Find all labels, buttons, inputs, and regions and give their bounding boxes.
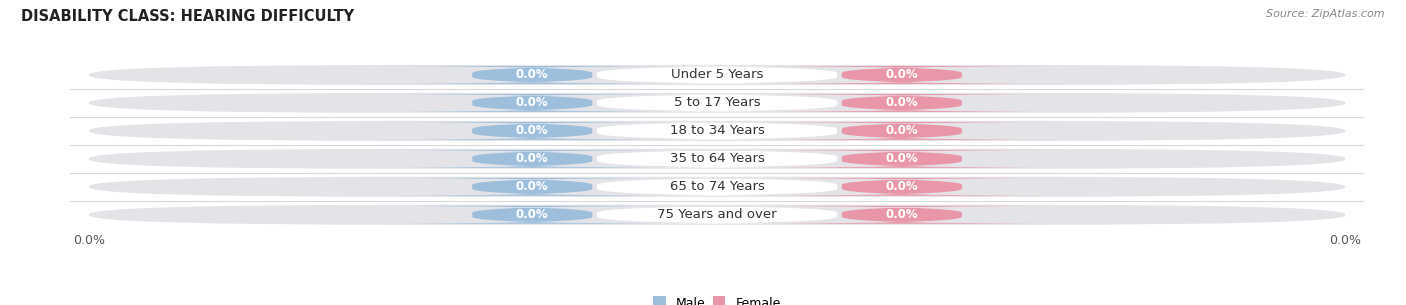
- FancyBboxPatch shape: [89, 205, 1346, 225]
- FancyBboxPatch shape: [731, 206, 1073, 224]
- Text: 0.0%: 0.0%: [516, 208, 548, 221]
- Text: 0.0%: 0.0%: [886, 152, 918, 165]
- FancyBboxPatch shape: [89, 65, 1346, 85]
- FancyBboxPatch shape: [89, 177, 1346, 197]
- FancyBboxPatch shape: [731, 150, 1073, 168]
- Text: 35 to 64 Years: 35 to 64 Years: [669, 152, 765, 165]
- Text: Under 5 Years: Under 5 Years: [671, 69, 763, 81]
- Text: 0.0%: 0.0%: [516, 180, 548, 193]
- Text: 0.0%: 0.0%: [516, 124, 548, 137]
- Text: 5 to 17 Years: 5 to 17 Years: [673, 96, 761, 109]
- FancyBboxPatch shape: [598, 94, 837, 112]
- Text: 0.0%: 0.0%: [886, 96, 918, 109]
- Legend: Male, Female: Male, Female: [648, 291, 786, 305]
- Text: 0.0%: 0.0%: [886, 180, 918, 193]
- FancyBboxPatch shape: [361, 206, 703, 224]
- Text: 75 Years and over: 75 Years and over: [657, 208, 778, 221]
- FancyBboxPatch shape: [89, 149, 1346, 169]
- FancyBboxPatch shape: [361, 178, 703, 196]
- Text: 65 to 74 Years: 65 to 74 Years: [669, 180, 765, 193]
- FancyBboxPatch shape: [89, 121, 1346, 141]
- FancyBboxPatch shape: [731, 94, 1073, 112]
- FancyBboxPatch shape: [731, 66, 1073, 84]
- Text: 0.0%: 0.0%: [886, 69, 918, 81]
- Text: DISABILITY CLASS: HEARING DIFFICULTY: DISABILITY CLASS: HEARING DIFFICULTY: [21, 9, 354, 24]
- Text: 0.0%: 0.0%: [516, 69, 548, 81]
- FancyBboxPatch shape: [598, 150, 837, 168]
- Text: Source: ZipAtlas.com: Source: ZipAtlas.com: [1267, 9, 1385, 19]
- Text: 18 to 34 Years: 18 to 34 Years: [669, 124, 765, 137]
- FancyBboxPatch shape: [89, 93, 1346, 113]
- FancyBboxPatch shape: [361, 122, 703, 140]
- FancyBboxPatch shape: [361, 150, 703, 168]
- Text: 0.0%: 0.0%: [886, 208, 918, 221]
- FancyBboxPatch shape: [598, 66, 837, 84]
- FancyBboxPatch shape: [598, 178, 837, 196]
- FancyBboxPatch shape: [361, 94, 703, 112]
- Text: 0.0%: 0.0%: [886, 124, 918, 137]
- FancyBboxPatch shape: [731, 178, 1073, 196]
- FancyBboxPatch shape: [731, 122, 1073, 140]
- FancyBboxPatch shape: [361, 66, 703, 84]
- Text: 0.0%: 0.0%: [516, 96, 548, 109]
- FancyBboxPatch shape: [598, 206, 837, 224]
- Text: 0.0%: 0.0%: [516, 152, 548, 165]
- FancyBboxPatch shape: [598, 122, 837, 140]
